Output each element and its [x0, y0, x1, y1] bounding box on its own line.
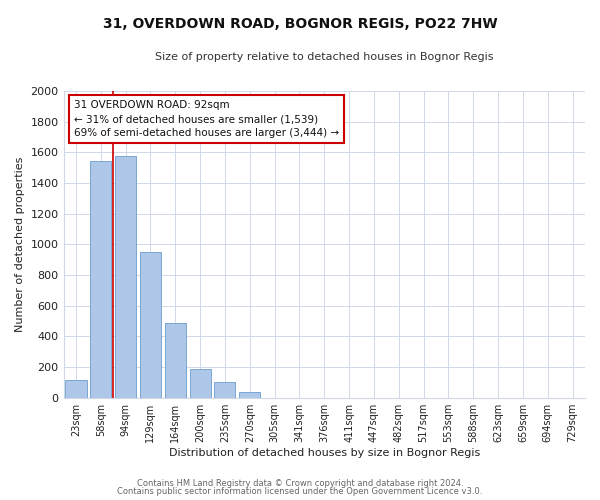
Text: 31, OVERDOWN ROAD, BOGNOR REGIS, PO22 7HW: 31, OVERDOWN ROAD, BOGNOR REGIS, PO22 7H…	[103, 18, 497, 32]
Bar	[214, 382, 235, 398]
X-axis label: Distribution of detached houses by size in Bognor Regis: Distribution of detached houses by size …	[169, 448, 480, 458]
Bar	[65, 380, 86, 398]
Text: Contains HM Land Registry data © Crown copyright and database right 2024.: Contains HM Land Registry data © Crown c…	[137, 478, 463, 488]
Text: Contains public sector information licensed under the Open Government Licence v3: Contains public sector information licen…	[118, 487, 482, 496]
Y-axis label: Number of detached properties: Number of detached properties	[15, 156, 25, 332]
Bar	[140, 252, 161, 398]
Text: 31 OVERDOWN ROAD: 92sqm
← 31% of detached houses are smaller (1,539)
69% of semi: 31 OVERDOWN ROAD: 92sqm ← 31% of detache…	[74, 100, 339, 138]
Title: Size of property relative to detached houses in Bognor Regis: Size of property relative to detached ho…	[155, 52, 494, 62]
Bar	[90, 161, 112, 398]
Bar	[239, 392, 260, 398]
Bar	[165, 322, 186, 398]
Bar	[190, 368, 211, 398]
Bar	[115, 156, 136, 398]
